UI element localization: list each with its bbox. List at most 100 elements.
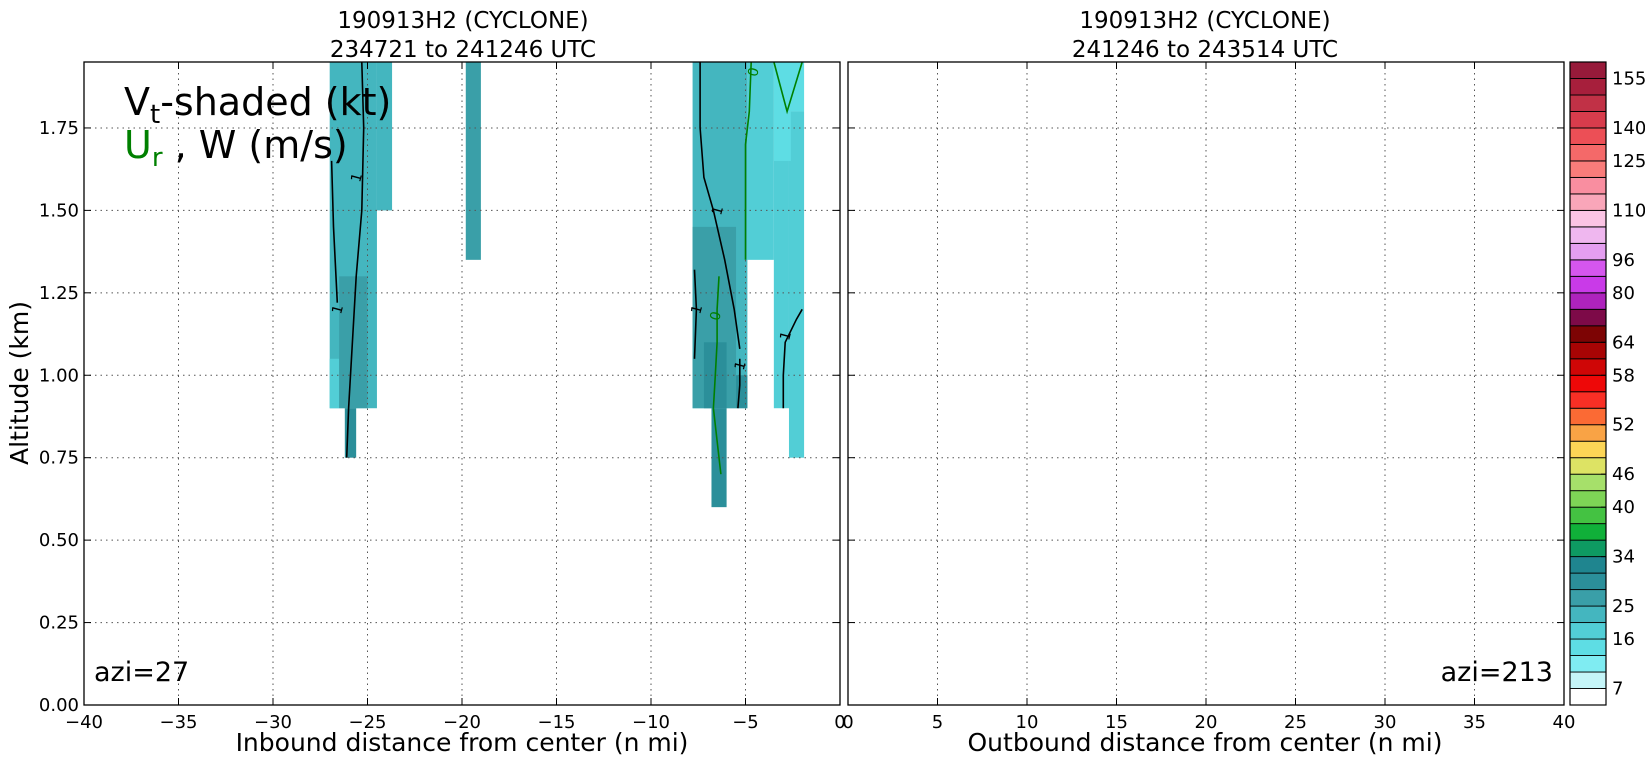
y-tick-label: 0.00 bbox=[39, 695, 79, 716]
left-shading-layer bbox=[329, 62, 805, 508]
y-tick-label: 1.50 bbox=[39, 200, 79, 221]
legend-vt-subscript: t bbox=[150, 100, 160, 130]
colorbar-swatch bbox=[1569, 490, 1607, 508]
w-contour-line bbox=[345, 61, 365, 458]
colorbar-swatch bbox=[1569, 506, 1607, 525]
y-tick-label: 1.25 bbox=[39, 283, 79, 304]
w-contour-line bbox=[782, 308, 803, 409]
colorbar-swatch bbox=[1569, 209, 1607, 228]
contour-label: 1 bbox=[688, 303, 706, 316]
colorbar: 7 16 25 34 40 46 52 58 64 80 96 110 125 140 155 bbox=[1569, 61, 1645, 706]
contour-label: 1 bbox=[732, 359, 750, 372]
shaded-cell bbox=[329, 358, 340, 409]
legend-ur-symbol: U bbox=[124, 123, 152, 167]
colorbar-swatch bbox=[1569, 440, 1607, 459]
colorbar-swatch bbox=[1569, 671, 1607, 689]
colorbar-swatch bbox=[1569, 622, 1607, 640]
shaded-cell bbox=[367, 62, 377, 409]
colorbar-tick-label: 16 bbox=[1612, 629, 1635, 650]
x-tick-label: 0 bbox=[842, 712, 853, 733]
colorbar-swatch bbox=[1569, 143, 1607, 162]
right-chart-title: 190913H2 (CYCLONE) bbox=[1079, 8, 1330, 34]
colorbar-swatch bbox=[1569, 341, 1607, 360]
colorbar-swatch bbox=[1569, 523, 1607, 541]
colorbar-swatch bbox=[1569, 226, 1607, 244]
ur-contour-line bbox=[773, 61, 803, 115]
colorbar-tick-label: 140 bbox=[1612, 118, 1645, 139]
colorbar-swatch bbox=[1569, 127, 1607, 145]
colorbar-swatch bbox=[1569, 655, 1607, 673]
colorbar-swatch bbox=[1569, 424, 1607, 442]
w-contour-line bbox=[699, 62, 741, 350]
colorbar-tick-label: 155 bbox=[1612, 68, 1645, 89]
colorbar-swatch bbox=[1569, 638, 1607, 656]
legend-ur-line: Ur , W (m/s) bbox=[124, 123, 348, 173]
shaded-cell bbox=[344, 408, 357, 458]
colorbar-tick-label: 125 bbox=[1612, 151, 1645, 172]
x-tick-label: 30 bbox=[1374, 712, 1397, 733]
right-plot-frame bbox=[847, 61, 1565, 706]
contour-label: 0 bbox=[745, 66, 763, 79]
x-tick-label: 15 bbox=[1105, 712, 1128, 733]
colorbar-frame bbox=[1569, 61, 1607, 706]
ur-contour-line bbox=[744, 61, 752, 260]
x-tick-label: 20 bbox=[1195, 712, 1218, 733]
colorbar-swatch bbox=[1569, 374, 1607, 393]
left-chart-subtitle: 234721 to 241246 UTC bbox=[330, 37, 596, 63]
right-plot: 0 5 10 15 20 25 30 35 40 azi=213 Outbound distan… bbox=[842, 61, 1575, 757]
colorbar-tick-label: 64 bbox=[1612, 332, 1635, 353]
left-x-tick-labels: −40 −35 −30 −25 −20 −15 −10 −5 0 bbox=[65, 712, 846, 733]
colorbar-swatch bbox=[1569, 275, 1607, 294]
shaded-cell bbox=[465, 62, 481, 260]
w-contour-line bbox=[737, 358, 741, 409]
x-tick-label: 10 bbox=[1016, 712, 1039, 733]
colorbar-swatch bbox=[1569, 111, 1607, 129]
contour-label: 0 bbox=[707, 310, 725, 323]
contour-label: 1 bbox=[777, 330, 795, 343]
x-tick-label: −40 bbox=[65, 712, 103, 733]
legend-vt-symbol: V bbox=[124, 80, 150, 124]
colorbar-swatch bbox=[1569, 325, 1607, 343]
colorbar-tick-label: 46 bbox=[1612, 464, 1635, 485]
colorbar-swatch bbox=[1569, 358, 1607, 376]
colorbar-swatch bbox=[1569, 407, 1607, 426]
left-azimuth-annotation: azi=27 bbox=[94, 657, 189, 688]
legend-vt-rest: -shaded (kt) bbox=[160, 80, 391, 124]
left-chart-title: 190913H2 (CYCLONE) bbox=[337, 8, 588, 34]
colorbar-tick-label: 80 bbox=[1612, 283, 1635, 304]
colorbar-swatch bbox=[1569, 160, 1607, 178]
x-tick-label: −5 bbox=[732, 712, 759, 733]
colorbar-tick-label: 34 bbox=[1612, 547, 1635, 568]
legend-ur-rest: , W (m/s) bbox=[163, 123, 348, 167]
colorbar-swatch bbox=[1569, 473, 1607, 492]
right-x-tick-labels: 0 5 10 15 20 25 30 35 40 bbox=[842, 712, 1575, 733]
colorbar-swatch bbox=[1569, 391, 1607, 409]
x-tick-label: −30 bbox=[254, 712, 292, 733]
colorbar-tick-label: 7 bbox=[1612, 679, 1623, 700]
left-ticks bbox=[83, 62, 841, 706]
x-tick-label: −35 bbox=[160, 712, 198, 733]
right-grid bbox=[848, 62, 1564, 705]
legend-vt-line: Vt-shaded (kt) bbox=[124, 80, 391, 130]
colorbar-tick-label: 40 bbox=[1612, 497, 1635, 518]
colorbar-swatch bbox=[1569, 605, 1607, 624]
x-tick-label: 40 bbox=[1553, 712, 1576, 733]
colorbar-swatch bbox=[1569, 193, 1607, 211]
colorbar-swatch bbox=[1569, 94, 1607, 112]
colorbar-tick-label: 58 bbox=[1612, 365, 1635, 386]
y-tick-label: 0.50 bbox=[39, 530, 79, 551]
y-tick-label: 1.75 bbox=[39, 118, 79, 139]
colorbar-swatch bbox=[1569, 78, 1607, 96]
w-contour-line bbox=[693, 269, 698, 359]
x-tick-label: −15 bbox=[538, 712, 576, 733]
y-tick-label: 0.25 bbox=[39, 613, 79, 634]
colorbar-swatch bbox=[1569, 61, 1607, 79]
x-tick-label: −20 bbox=[443, 712, 481, 733]
colorbar-swatch bbox=[1569, 457, 1607, 475]
colorbar-tick-label: 110 bbox=[1612, 200, 1645, 221]
left-y-tick-labels: 0.00 0.25 0.50 0.75 1.00 1.25 1.50 1.75 bbox=[39, 118, 79, 716]
shaded-cell bbox=[736, 375, 748, 409]
colorbar-swatch bbox=[1569, 308, 1607, 327]
